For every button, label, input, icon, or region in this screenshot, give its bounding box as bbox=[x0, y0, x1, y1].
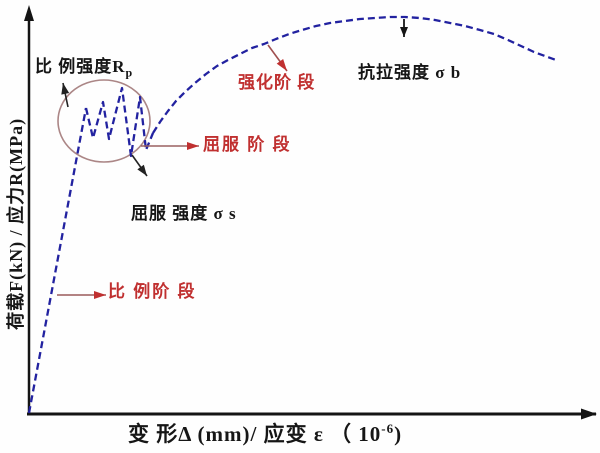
curve-hardening-stage bbox=[152, 15, 557, 134]
label-hardening-stage: 强化阶 段 bbox=[238, 73, 316, 92]
x-axis-label-superscript: -6 bbox=[381, 421, 395, 436]
y-axis-label: 荷载F(kN) / 应力R(MPa) bbox=[6, 117, 27, 330]
arrow-hardening-stage-head bbox=[276, 58, 287, 71]
x-axis-label-close: ) bbox=[394, 422, 403, 446]
curve-yield-zigzag bbox=[84, 86, 155, 158]
y-axis-arrowhead bbox=[24, 5, 34, 21]
x-axis-arrowhead bbox=[581, 408, 597, 420]
arrow-peak-marker-head bbox=[400, 27, 408, 37]
label-yield-stage: 屈服 阶 段 bbox=[203, 135, 292, 154]
x-axis-label-text: 变 形Δ (mm)/ 应变 ε （ 10 bbox=[128, 422, 382, 446]
label-proportional-stage: 比 例阶 段 bbox=[108, 282, 197, 301]
arrow-proportional-strength-head bbox=[61, 83, 70, 95]
label-yield-strength: 屈服 强度 σ s bbox=[131, 204, 237, 223]
label-proportional-strength-text: 比 例强度R bbox=[35, 57, 126, 76]
label-tensile-strength: 抗拉强度 σ b bbox=[358, 63, 462, 82]
x-axis-label: 变 形Δ (mm)/ 应变 ε （ 10-6) bbox=[128, 421, 403, 446]
arrow-yield-strength-head bbox=[137, 164, 147, 176]
curve-proportional-stage bbox=[27, 107, 88, 414]
arrow-yield-stage-head bbox=[187, 142, 199, 150]
arrow-proportional-stage-head bbox=[94, 291, 106, 299]
label-proportional-strength: 比 例强度Rp bbox=[35, 57, 134, 80]
label-proportional-strength-subscript: p bbox=[125, 65, 134, 80]
yield-region-circle bbox=[57, 79, 151, 163]
